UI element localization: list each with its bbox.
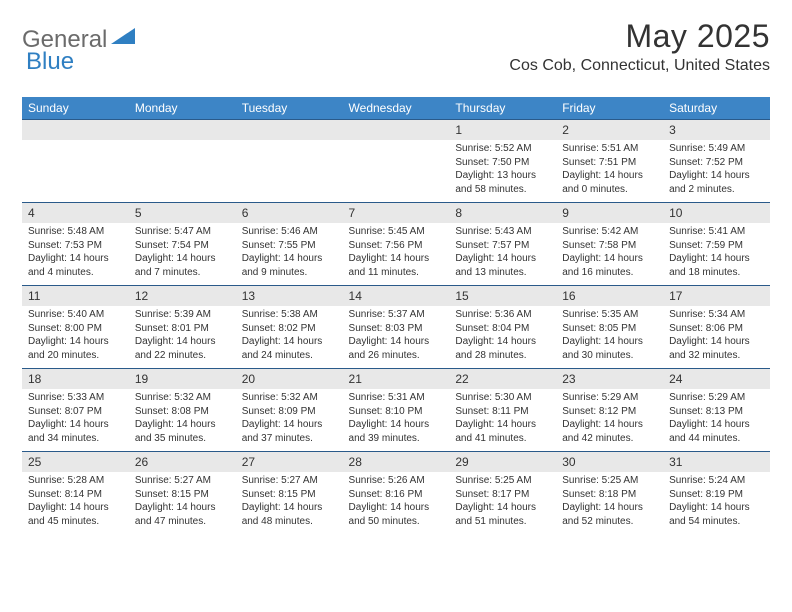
day-number: 31 xyxy=(663,452,770,473)
day-number-row: 123 xyxy=(22,120,770,141)
weekday-header: Wednesday xyxy=(343,97,450,120)
logo-line2: Blue xyxy=(26,48,74,76)
weekday-header-row: SundayMondayTuesdayWednesdayThursdayFrid… xyxy=(22,97,770,120)
month-title: May 2025 xyxy=(509,18,770,55)
day-cell: Sunrise: 5:24 AM Sunset: 8:19 PM Dayligh… xyxy=(663,472,770,534)
day-number: 2 xyxy=(556,120,663,141)
day-number: 10 xyxy=(663,203,770,224)
day-number-row: 25262728293031 xyxy=(22,452,770,473)
day-number: 4 xyxy=(22,203,129,224)
location-label: Cos Cob, Connecticut, United States xyxy=(509,57,770,75)
day-cell: Sunrise: 5:38 AM Sunset: 8:02 PM Dayligh… xyxy=(236,306,343,369)
day-cell xyxy=(236,140,343,203)
day-cell: Sunrise: 5:39 AM Sunset: 8:01 PM Dayligh… xyxy=(129,306,236,369)
day-cell: Sunrise: 5:36 AM Sunset: 8:04 PM Dayligh… xyxy=(449,306,556,369)
day-cell: Sunrise: 5:28 AM Sunset: 8:14 PM Dayligh… xyxy=(22,472,129,534)
day-cell: Sunrise: 5:29 AM Sunset: 8:12 PM Dayligh… xyxy=(556,389,663,452)
day-cell: Sunrise: 5:34 AM Sunset: 8:06 PM Dayligh… xyxy=(663,306,770,369)
day-cell: Sunrise: 5:25 AM Sunset: 8:17 PM Dayligh… xyxy=(449,472,556,534)
day-content-row: Sunrise: 5:28 AM Sunset: 8:14 PM Dayligh… xyxy=(22,472,770,534)
calendar-table: SundayMondayTuesdayWednesdayThursdayFrid… xyxy=(22,97,770,534)
day-number: 5 xyxy=(129,203,236,224)
weekday-header: Monday xyxy=(129,97,236,120)
day-number: 7 xyxy=(343,203,450,224)
day-cell: Sunrise: 5:32 AM Sunset: 8:09 PM Dayligh… xyxy=(236,389,343,452)
day-number: 27 xyxy=(236,452,343,473)
day-cell xyxy=(22,140,129,203)
day-content-row: Sunrise: 5:52 AM Sunset: 7:50 PM Dayligh… xyxy=(22,140,770,203)
day-number: 8 xyxy=(449,203,556,224)
logo-word-2: Blue xyxy=(26,48,74,75)
day-cell: Sunrise: 5:29 AM Sunset: 8:13 PM Dayligh… xyxy=(663,389,770,452)
day-cell: Sunrise: 5:25 AM Sunset: 8:18 PM Dayligh… xyxy=(556,472,663,534)
weekday-header: Thursday xyxy=(449,97,556,120)
day-cell: Sunrise: 5:32 AM Sunset: 8:08 PM Dayligh… xyxy=(129,389,236,452)
day-number: 11 xyxy=(22,286,129,307)
day-number xyxy=(22,120,129,141)
day-number-row: 45678910 xyxy=(22,203,770,224)
day-number: 23 xyxy=(556,369,663,390)
day-number: 21 xyxy=(343,369,450,390)
day-cell: Sunrise: 5:27 AM Sunset: 8:15 PM Dayligh… xyxy=(129,472,236,534)
day-cell: Sunrise: 5:48 AM Sunset: 7:53 PM Dayligh… xyxy=(22,223,129,286)
day-number: 14 xyxy=(343,286,450,307)
day-number: 20 xyxy=(236,369,343,390)
day-number: 30 xyxy=(556,452,663,473)
day-cell: Sunrise: 5:43 AM Sunset: 7:57 PM Dayligh… xyxy=(449,223,556,286)
day-number: 15 xyxy=(449,286,556,307)
day-cell: Sunrise: 5:42 AM Sunset: 7:58 PM Dayligh… xyxy=(556,223,663,286)
day-cell: Sunrise: 5:51 AM Sunset: 7:51 PM Dayligh… xyxy=(556,140,663,203)
title-block: May 2025 Cos Cob, Connecticut, United St… xyxy=(509,18,770,75)
day-number: 26 xyxy=(129,452,236,473)
day-number-row: 18192021222324 xyxy=(22,369,770,390)
day-cell: Sunrise: 5:45 AM Sunset: 7:56 PM Dayligh… xyxy=(343,223,450,286)
day-number: 1 xyxy=(449,120,556,141)
day-number: 16 xyxy=(556,286,663,307)
day-cell xyxy=(343,140,450,203)
weekday-header: Friday xyxy=(556,97,663,120)
day-number: 28 xyxy=(343,452,450,473)
day-number: 3 xyxy=(663,120,770,141)
day-number: 25 xyxy=(22,452,129,473)
day-number xyxy=(343,120,450,141)
day-number: 12 xyxy=(129,286,236,307)
day-number: 19 xyxy=(129,369,236,390)
day-cell: Sunrise: 5:49 AM Sunset: 7:52 PM Dayligh… xyxy=(663,140,770,203)
day-number xyxy=(236,120,343,141)
day-cell: Sunrise: 5:37 AM Sunset: 8:03 PM Dayligh… xyxy=(343,306,450,369)
day-number xyxy=(129,120,236,141)
weekday-header: Saturday xyxy=(663,97,770,120)
weekday-header: Tuesday xyxy=(236,97,343,120)
day-cell: Sunrise: 5:52 AM Sunset: 7:50 PM Dayligh… xyxy=(449,140,556,203)
day-number: 6 xyxy=(236,203,343,224)
day-content-row: Sunrise: 5:48 AM Sunset: 7:53 PM Dayligh… xyxy=(22,223,770,286)
day-cell: Sunrise: 5:40 AM Sunset: 8:00 PM Dayligh… xyxy=(22,306,129,369)
day-cell: Sunrise: 5:47 AM Sunset: 7:54 PM Dayligh… xyxy=(129,223,236,286)
day-cell: Sunrise: 5:26 AM Sunset: 8:16 PM Dayligh… xyxy=(343,472,450,534)
calendar-page: General May 2025 Cos Cob, Connecticut, U… xyxy=(0,0,792,534)
day-number: 24 xyxy=(663,369,770,390)
day-cell: Sunrise: 5:35 AM Sunset: 8:05 PM Dayligh… xyxy=(556,306,663,369)
day-number: 13 xyxy=(236,286,343,307)
day-number: 22 xyxy=(449,369,556,390)
weekday-header: Sunday xyxy=(22,97,129,120)
logo-triangle-icon xyxy=(111,26,135,49)
day-cell: Sunrise: 5:46 AM Sunset: 7:55 PM Dayligh… xyxy=(236,223,343,286)
day-content-row: Sunrise: 5:33 AM Sunset: 8:07 PM Dayligh… xyxy=(22,389,770,452)
day-number: 29 xyxy=(449,452,556,473)
day-content-row: Sunrise: 5:40 AM Sunset: 8:00 PM Dayligh… xyxy=(22,306,770,369)
day-number: 9 xyxy=(556,203,663,224)
day-number: 18 xyxy=(22,369,129,390)
page-header: General May 2025 Cos Cob, Connecticut, U… xyxy=(22,18,770,75)
day-cell: Sunrise: 5:33 AM Sunset: 8:07 PM Dayligh… xyxy=(22,389,129,452)
day-cell: Sunrise: 5:30 AM Sunset: 8:11 PM Dayligh… xyxy=(449,389,556,452)
day-cell xyxy=(129,140,236,203)
day-cell: Sunrise: 5:31 AM Sunset: 8:10 PM Dayligh… xyxy=(343,389,450,452)
day-number: 17 xyxy=(663,286,770,307)
day-number-row: 11121314151617 xyxy=(22,286,770,307)
day-cell: Sunrise: 5:41 AM Sunset: 7:59 PM Dayligh… xyxy=(663,223,770,286)
day-cell: Sunrise: 5:27 AM Sunset: 8:15 PM Dayligh… xyxy=(236,472,343,534)
